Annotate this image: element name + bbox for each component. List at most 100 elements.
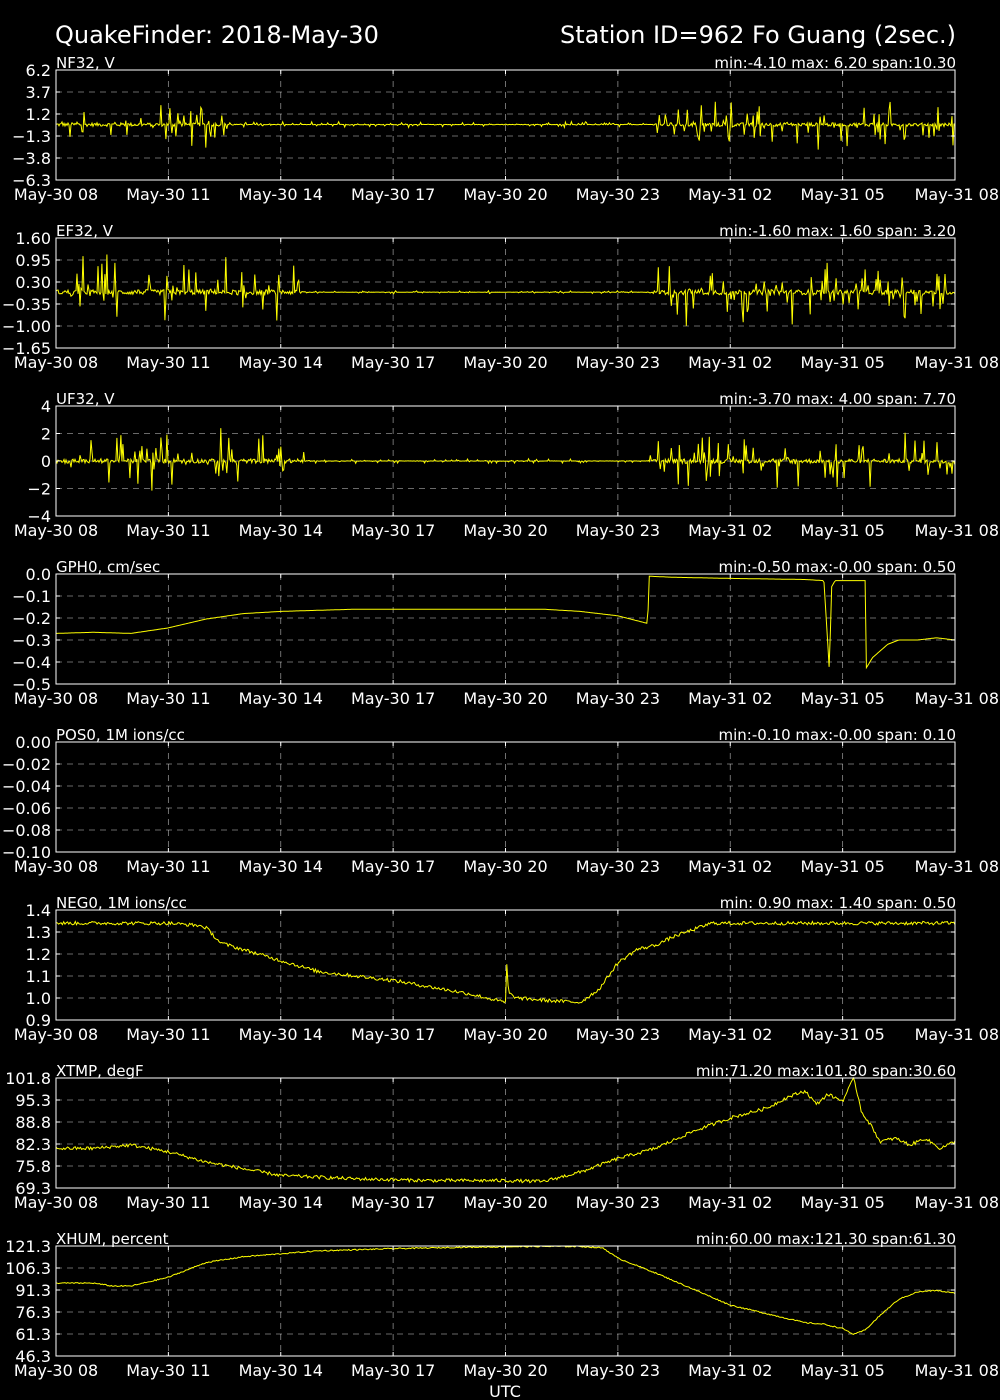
y-tick-label: 0.00 [15, 733, 51, 752]
panel-label: XTMP, degF [56, 1062, 144, 1080]
x-tick-label: May-30 17 [351, 857, 435, 876]
x-tick-label: May-30 08 [14, 521, 98, 540]
y-tick-label: 1.4 [26, 901, 51, 920]
y-tick-label: −0.02 [2, 755, 51, 774]
x-tick-label: May-31 02 [688, 689, 772, 708]
y-tick-label: 0.95 [15, 251, 51, 270]
x-tick-label: May-31 08 [915, 185, 999, 204]
y-tick-label: −3.8 [12, 149, 51, 168]
panel-label: GPH0, cm/sec [56, 558, 160, 576]
y-tick-label: 101.8 [5, 1069, 51, 1088]
x-tick-label: May-30 11 [126, 353, 210, 372]
x-tick-label: May-30 14 [239, 857, 323, 876]
x-tick-label: May-30 20 [463, 521, 547, 540]
x-tick-label: May-30 14 [239, 1361, 323, 1380]
x-tick-label: May-30 08 [14, 857, 98, 876]
x-tick-label: May-30 11 [126, 521, 210, 540]
x-tick-label: May-30 17 [351, 185, 435, 204]
x-tick-label: May-30 11 [126, 1025, 210, 1044]
y-tick-label: 61.3 [15, 1325, 51, 1344]
x-tick-label: May-31 05 [800, 857, 884, 876]
x-tick-label: May-31 02 [688, 857, 772, 876]
x-tick-label: May-31 02 [688, 521, 772, 540]
x-tick-label: May-30 11 [126, 1361, 210, 1380]
y-tick-label: 1.2 [26, 105, 51, 124]
x-tick-label: May-30 11 [126, 1193, 210, 1212]
panel-label: XHUM, percent [56, 1230, 169, 1248]
y-tick-label: 1.0 [26, 989, 51, 1008]
x-tick-label: May-30 23 [576, 185, 660, 204]
y-tick-label: −0.08 [2, 821, 51, 840]
panel-stats: min:-1.60 max: 1.60 span: 3.20 [719, 222, 956, 240]
x-tick-label: May-30 20 [463, 1025, 547, 1044]
panel-label: UF32, V [56, 390, 115, 408]
x-tick-label: May-31 05 [800, 521, 884, 540]
x-tick-label: May-30 17 [351, 1193, 435, 1212]
x-tick-label: May-30 23 [576, 353, 660, 372]
x-tick-label: May-30 23 [576, 1025, 660, 1044]
y-tick-label: −1.3 [12, 127, 51, 146]
x-tick-label: May-31 08 [915, 1025, 999, 1044]
y-tick-label: 106.3 [5, 1259, 51, 1278]
panel-label: EF32, V [56, 222, 114, 240]
y-tick-label: −0.1 [12, 587, 51, 606]
x-tick-label: May-30 17 [351, 689, 435, 708]
x-tick-label: May-30 14 [239, 521, 323, 540]
y-tick-label: −0.2 [12, 609, 51, 628]
x-tick-label: May-31 08 [915, 857, 999, 876]
y-tick-label: 0.30 [15, 273, 51, 292]
x-tick-label: May-31 05 [800, 689, 884, 708]
x-tick-label: May-30 14 [239, 689, 323, 708]
y-tick-label: −0.4 [12, 653, 51, 672]
panel-stats: min: 0.90 max: 1.40 span: 0.50 [720, 894, 956, 912]
y-tick-label: 1.1 [26, 967, 51, 986]
y-tick-label: −2 [27, 480, 51, 499]
x-tick-label: May-30 11 [126, 689, 210, 708]
x-tick-label: May-30 20 [463, 857, 547, 876]
x-tick-label: May-31 08 [915, 1361, 999, 1380]
x-tick-label: May-30 11 [126, 185, 210, 204]
x-tick-label: May-31 05 [800, 1361, 884, 1380]
x-tick-label: May-30 17 [351, 353, 435, 372]
x-tick-label: May-31 05 [800, 1193, 884, 1212]
x-tick-label: May-30 17 [351, 521, 435, 540]
x-tick-label: May-30 14 [239, 185, 323, 204]
x-tick-label: May-30 14 [239, 1193, 323, 1212]
x-tick-label: May-30 08 [14, 689, 98, 708]
x-tick-label: May-30 14 [239, 1025, 323, 1044]
x-tick-label: May-30 08 [14, 185, 98, 204]
panel-stats: min:60.00 max:121.30 span:61.30 [696, 1230, 956, 1248]
y-tick-label: 1.2 [26, 945, 51, 964]
x-tick-label: May-31 05 [800, 1025, 884, 1044]
x-tick-label: May-31 02 [688, 185, 772, 204]
x-tick-label: May-31 08 [915, 1193, 999, 1212]
x-axis-label: UTC [489, 1382, 521, 1400]
x-tick-label: May-30 08 [14, 1193, 98, 1212]
x-tick-label: May-30 08 [14, 353, 98, 372]
station-label: Station ID=962 Fo Guang (2sec.) [560, 21, 956, 49]
y-tick-label: 3.7 [26, 83, 51, 102]
y-tick-label: −0.3 [12, 631, 51, 650]
x-tick-label: May-30 23 [576, 521, 660, 540]
x-tick-label: May-31 08 [915, 521, 999, 540]
y-tick-label: 4 [41, 397, 51, 416]
y-tick-label: 0.0 [26, 565, 51, 584]
panel-stats: min:-0.10 max:-0.00 span: 0.10 [719, 726, 957, 744]
figure-title: QuakeFinder: 2018-May-30 [55, 21, 379, 49]
x-tick-label: May-30 17 [351, 1025, 435, 1044]
x-tick-label: May-30 23 [576, 689, 660, 708]
y-tick-label: 1.3 [26, 923, 51, 942]
y-tick-label: 6.2 [26, 61, 51, 80]
x-tick-label: May-30 20 [463, 185, 547, 204]
y-tick-label: 91.3 [15, 1281, 51, 1300]
y-tick-label: 76.3 [15, 1303, 51, 1322]
panel-stats: min:71.20 max:101.80 span:30.60 [696, 1062, 956, 1080]
y-tick-label: 82.3 [15, 1135, 51, 1154]
panel-stats: min:-4.10 max: 6.20 span:10.30 [714, 54, 956, 72]
y-tick-label: 95.3 [15, 1091, 51, 1110]
y-tick-label: 1.60 [15, 229, 51, 248]
panel-label: POS0, 1M ions/cc [56, 726, 185, 744]
y-tick-label: 75.8 [15, 1157, 51, 1176]
x-tick-label: May-31 02 [688, 1193, 772, 1212]
